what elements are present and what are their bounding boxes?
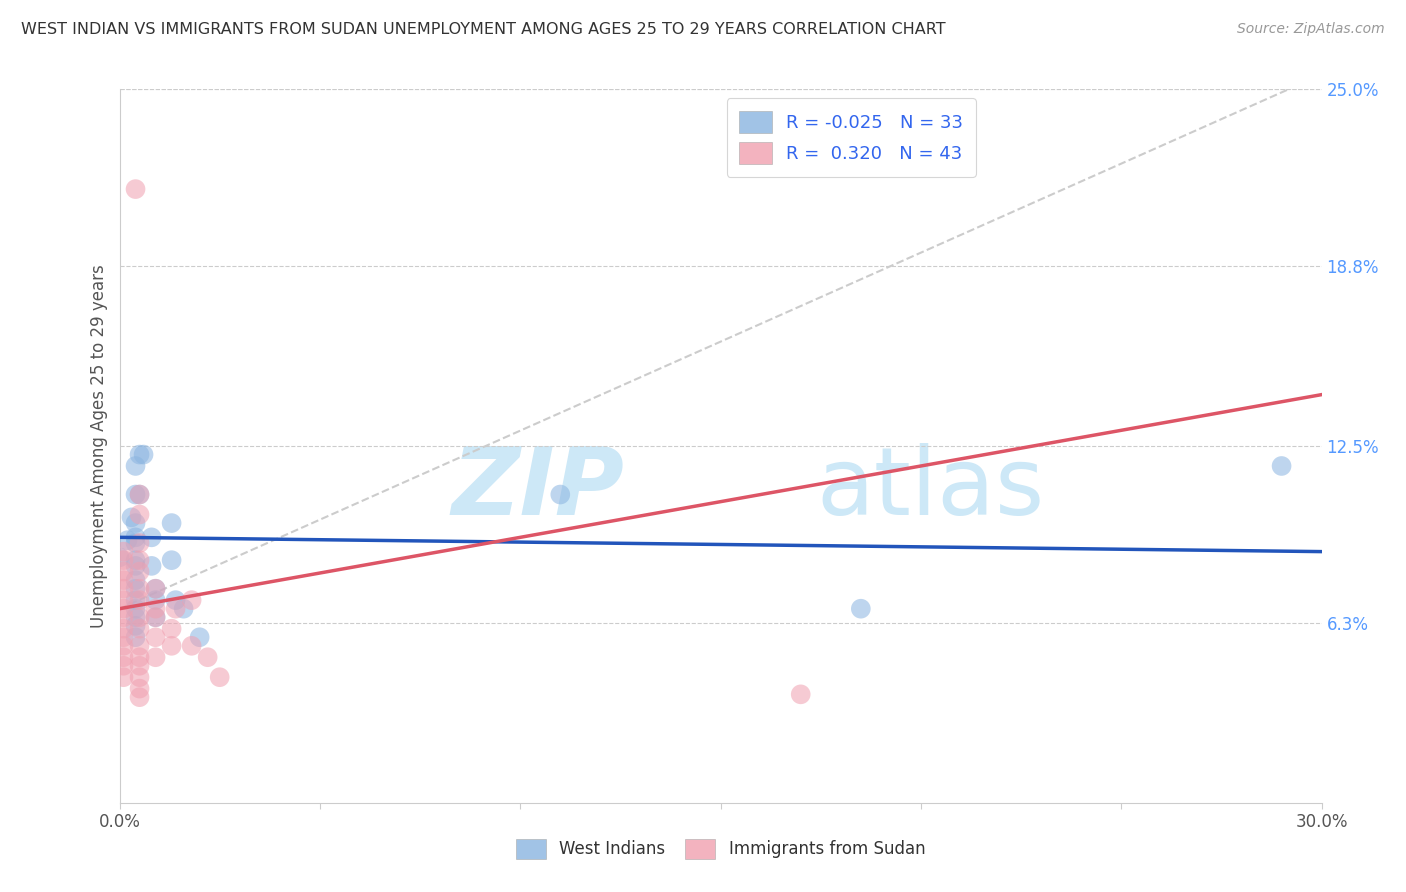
- Point: [124, 536, 146, 550]
- Legend: West Indians, Immigrants from Sudan: West Indians, Immigrants from Sudan: [509, 832, 932, 866]
- Point: [112, 582, 135, 596]
- Point: [141, 530, 163, 544]
- Point: [124, 553, 146, 567]
- Point: [128, 487, 150, 501]
- Point: [145, 650, 167, 665]
- Point: [128, 670, 150, 684]
- Point: [145, 610, 167, 624]
- Point: [124, 516, 146, 530]
- Point: [124, 593, 146, 607]
- Point: [124, 487, 146, 501]
- Point: [160, 516, 183, 530]
- Point: [128, 565, 150, 579]
- Point: [128, 650, 150, 665]
- Point: [145, 582, 167, 596]
- Point: [112, 650, 135, 665]
- Point: [128, 610, 150, 624]
- Point: [550, 487, 572, 501]
- Point: [117, 533, 139, 548]
- Point: [112, 670, 135, 684]
- Point: [145, 630, 167, 644]
- Point: [128, 582, 150, 596]
- Point: [112, 565, 135, 579]
- Point: [128, 553, 150, 567]
- Point: [165, 593, 187, 607]
- Point: [188, 630, 211, 644]
- Point: [128, 622, 150, 636]
- Point: [112, 658, 135, 673]
- Point: [132, 448, 155, 462]
- Point: [112, 630, 135, 644]
- Point: [124, 182, 146, 196]
- Point: [128, 448, 150, 462]
- Point: [173, 601, 195, 615]
- Point: [128, 639, 150, 653]
- Point: [128, 536, 150, 550]
- Point: [128, 593, 150, 607]
- Point: [849, 601, 872, 615]
- Point: [160, 639, 183, 653]
- Point: [124, 582, 146, 596]
- Text: Source: ZipAtlas.com: Source: ZipAtlas.com: [1237, 22, 1385, 37]
- Point: [145, 582, 167, 596]
- Point: [145, 593, 167, 607]
- Text: WEST INDIAN VS IMMIGRANTS FROM SUDAN UNEMPLOYMENT AMONG AGES 25 TO 29 YEARS CORR: WEST INDIAN VS IMMIGRANTS FROM SUDAN UNE…: [21, 22, 946, 37]
- Point: [112, 639, 135, 653]
- Point: [124, 610, 146, 624]
- Point: [112, 610, 135, 624]
- Point: [112, 622, 135, 636]
- Point: [128, 690, 150, 705]
- Point: [128, 487, 150, 501]
- Point: [128, 508, 150, 522]
- Point: [112, 573, 135, 587]
- Point: [160, 622, 183, 636]
- Point: [128, 658, 150, 673]
- Point: [124, 458, 146, 473]
- Point: [112, 593, 135, 607]
- Point: [124, 619, 146, 633]
- Text: atlas: atlas: [817, 442, 1045, 535]
- Point: [141, 558, 163, 573]
- Point: [128, 681, 150, 696]
- Point: [180, 639, 202, 653]
- Point: [1271, 458, 1294, 473]
- Point: [124, 573, 146, 587]
- Point: [124, 530, 146, 544]
- Point: [121, 510, 143, 524]
- Point: [108, 550, 131, 565]
- Y-axis label: Unemployment Among Ages 25 to 29 years: Unemployment Among Ages 25 to 29 years: [90, 264, 108, 628]
- Point: [165, 601, 187, 615]
- Point: [180, 593, 202, 607]
- Point: [145, 601, 167, 615]
- Point: [197, 650, 219, 665]
- Point: [112, 601, 135, 615]
- Point: [124, 601, 146, 615]
- Point: [124, 630, 146, 644]
- Text: ZIP: ZIP: [451, 442, 624, 535]
- Point: [112, 553, 135, 567]
- Point: [145, 610, 167, 624]
- Point: [124, 558, 146, 573]
- Point: [790, 687, 813, 701]
- Point: [160, 553, 183, 567]
- Point: [208, 670, 231, 684]
- Point: [112, 544, 135, 558]
